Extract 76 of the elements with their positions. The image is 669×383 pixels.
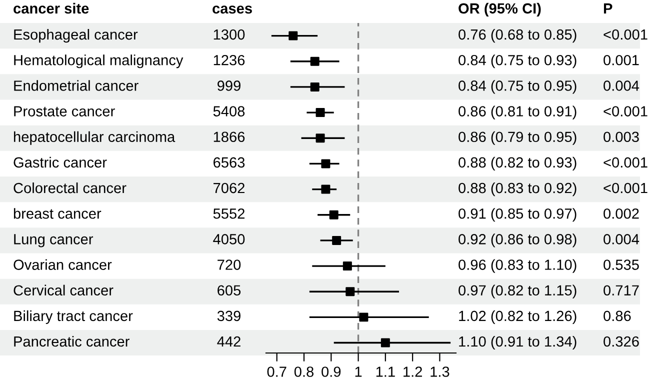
data-label: 0.86 (0.81 to 0.91) [458, 106, 576, 120]
data-label: 1.02 (0.82 to 1.26) [459, 310, 576, 324]
data-label: 1.10 (0.91 to 1.34) [459, 336, 576, 350]
point [359, 312, 368, 322]
y-tick-label: Hematological malignancy [14, 54, 184, 68]
text: 0.86 [604, 310, 631, 322]
data-label: 0.91 (0.85 to 0.97) [458, 208, 576, 222]
data-label: 0.92 (0.86 to 0.98) [458, 234, 576, 248]
text: <0.001 [604, 182, 648, 194]
y-tick-label: breast cancer [14, 208, 102, 219]
y-tick-label: Endometrial cancer [14, 80, 138, 91]
data-label: 0.97 (0.82 to 1.15) [458, 284, 576, 298]
text: <0.001 [604, 106, 648, 116]
y-tick-label: Gastric cancer [14, 156, 107, 168]
data-label: 0.88 (0.82 to 0.93) [458, 156, 576, 170]
text: 6563 [214, 157, 245, 168]
x-tick-label: 0.9 [322, 366, 341, 377]
text: 1300 [214, 29, 245, 40]
text: 4050 [213, 234, 245, 244]
point [310, 82, 320, 92]
text: <0.001 [604, 157, 648, 168]
y-tick-label: Ovarian cancer [14, 259, 112, 270]
text: 339 [217, 310, 240, 322]
data-label: 0.96 (0.83 to 1.10) [458, 259, 576, 273]
text: P [604, 3, 612, 14]
point [316, 134, 325, 143]
text: 5552 [213, 208, 244, 219]
text: 1866 [214, 132, 245, 142]
text: 1236 [214, 54, 245, 66]
point [342, 262, 352, 271]
text: 0.004 [604, 80, 640, 91]
text: 0.717 [604, 285, 639, 296]
y-tick-label: Esophageal cancer [14, 28, 138, 43]
point [316, 108, 325, 118]
point [380, 338, 390, 348]
point [321, 184, 330, 194]
point [329, 210, 338, 220]
x-tick-label: 0.7 [267, 366, 286, 377]
y-tick-label: hepatocellular carcinoma [14, 131, 176, 145]
point [288, 31, 298, 40]
text: 7062 [214, 182, 244, 194]
y-tick-label: Lung cancer [14, 234, 94, 248]
data-label: 0.84 (0.75 to 0.93) [458, 54, 576, 68]
x-tick-label: 1.2 [404, 366, 422, 377]
data-label: 0.86 (0.79 to 0.95) [458, 131, 576, 145]
text: 0.535 [604, 260, 639, 270]
text: 0.004 [604, 234, 640, 244]
y-tick-label: Pancreatic cancer [14, 336, 130, 347]
x-tick-label: 0.8 [294, 366, 314, 377]
x-tick-label: 1.3 [430, 366, 450, 377]
text: 0.002 [604, 208, 639, 219]
y-tick-label: Biliary tract cancer [14, 310, 133, 324]
text: 0.003 [604, 132, 639, 142]
text: 0.326 [604, 336, 639, 347]
y-axis-title: cancer site [14, 2, 89, 14]
data-label: 0.88 (0.83 to 0.92) [458, 182, 576, 196]
text: cases [212, 6, 252, 14]
text: OR (95% CI) [458, 2, 541, 16]
point [310, 56, 320, 66]
point [332, 236, 342, 245]
x-tick-label: 1.1 [376, 366, 395, 377]
y-tick-label: Cervical cancer [14, 284, 114, 296]
data-label: 0.76 (0.68 to 0.85) [458, 28, 576, 43]
point [346, 287, 355, 296]
text: 999 [218, 80, 240, 91]
x-tick-label: 1 [355, 366, 362, 377]
text: 720 [218, 260, 241, 270]
text: 5408 [213, 106, 245, 116]
point [321, 159, 330, 168]
text: 442 [217, 336, 240, 347]
text: 0.001 [604, 54, 639, 66]
data-label: 0.84 (0.75 to 0.95) [458, 80, 576, 94]
y-tick-label: Colorectal cancer [14, 182, 126, 194]
text: 605 [218, 285, 241, 296]
y-tick-label: Prostate cancer [14, 106, 115, 116]
text: <0.001 [604, 29, 648, 40]
